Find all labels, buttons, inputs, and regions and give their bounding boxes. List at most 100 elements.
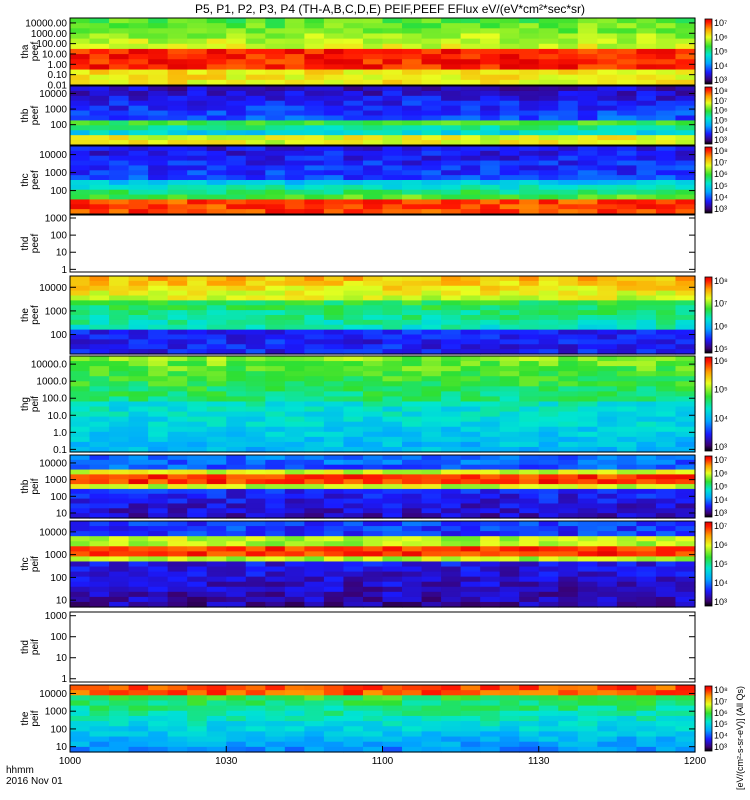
heat-cell	[421, 209, 442, 215]
heat-cell	[460, 376, 481, 382]
heat-cell	[187, 396, 208, 403]
heat-cell	[304, 300, 325, 306]
heat-cell	[636, 33, 657, 40]
heat-cell	[148, 349, 169, 355]
heat-cell	[460, 586, 481, 593]
heat-cell	[323, 86, 345, 92]
heat-cell	[382, 426, 403, 433]
heat-cell	[538, 344, 559, 350]
heat-cell	[323, 741, 345, 748]
x-tick-label: 1200	[684, 756, 707, 767]
heat-cell	[480, 741, 501, 748]
heat-cell	[187, 204, 208, 210]
heat-cell	[167, 329, 188, 336]
heat-cell	[226, 110, 247, 117]
heat-cell	[128, 746, 149, 753]
heat-cell	[636, 339, 657, 345]
heat-cell	[597, 175, 618, 181]
heat-cell	[167, 396, 188, 403]
heat-cell	[206, 146, 227, 152]
heat-cell	[148, 710, 169, 717]
heat-cell	[460, 361, 481, 367]
heat-cell	[206, 421, 227, 428]
heat-cell	[636, 69, 657, 76]
y-tick-label: 0.01	[48, 81, 68, 92]
heat-cell	[675, 710, 696, 717]
heat-cell	[382, 184, 403, 191]
heat-cell	[265, 324, 286, 331]
heat-cell	[441, 184, 462, 191]
heat-cell	[323, 115, 345, 122]
heat-cell	[206, 596, 227, 603]
y-tick-label: 100	[50, 120, 67, 131]
heat-cell	[89, 120, 110, 126]
heat-cell	[480, 339, 501, 345]
heat-cell	[460, 455, 481, 461]
heat-cell	[323, 546, 345, 552]
heat-cell	[70, 498, 91, 505]
heat-cell	[577, 170, 598, 176]
heat-cell	[304, 110, 325, 117]
heat-cell	[284, 184, 305, 191]
heat-cell	[441, 536, 462, 542]
heat-cell	[343, 695, 364, 702]
heat-cell	[421, 170, 442, 176]
heat-cell	[265, 498, 286, 505]
heat-cell	[304, 175, 325, 181]
heat-cell	[675, 344, 696, 350]
heat-cell	[109, 38, 130, 45]
heat-cell	[109, 356, 130, 362]
heat-cell	[245, 105, 266, 112]
heat-cell	[206, 175, 227, 181]
heat-cell	[519, 356, 540, 362]
heat-cell	[89, 521, 110, 527]
heat-cell	[402, 601, 423, 608]
heat-cell	[421, 339, 442, 345]
heat-cell	[343, 146, 364, 152]
heat-cell	[343, 64, 364, 71]
heat-cell	[441, 366, 462, 372]
heat-cell	[343, 28, 364, 35]
heat-cell	[70, 48, 91, 55]
heat-cell	[70, 86, 91, 92]
heat-cell	[655, 115, 677, 122]
heat-cell	[441, 105, 462, 112]
heat-cell	[655, 69, 677, 76]
heat-cell	[577, 498, 598, 505]
heat-cell	[519, 576, 540, 583]
heat-cell	[616, 160, 638, 167]
heat-cell	[362, 469, 384, 475]
heat-cell	[558, 736, 579, 743]
heat-cell	[245, 721, 266, 727]
heat-cell	[636, 105, 657, 112]
heat-cell	[148, 546, 169, 552]
heat-cell	[460, 305, 481, 311]
heat-cell	[577, 300, 598, 306]
heat-cell	[187, 18, 208, 24]
colorbar-tick-label: 10⁶	[714, 321, 728, 331]
heat-cell	[323, 591, 345, 598]
heat-cell	[226, 591, 247, 598]
heat-cell	[148, 488, 169, 495]
heat-cell	[265, 38, 286, 45]
heat-cell	[499, 561, 520, 568]
heat-cell	[187, 64, 208, 71]
heat-cell	[245, 381, 266, 387]
heat-cell	[480, 731, 501, 738]
heat-cell	[148, 581, 169, 588]
heat-cell	[362, 484, 384, 490]
heat-cell	[362, 329, 384, 336]
heat-cell	[480, 571, 501, 578]
heat-cell	[323, 295, 345, 301]
heat-cell	[226, 146, 247, 152]
heat-cell	[206, 344, 227, 350]
heat-cell	[148, 469, 169, 475]
heat-cell	[128, 334, 149, 340]
heat-cell	[480, 290, 501, 297]
heat-cell	[441, 556, 462, 563]
heat-cell	[421, 715, 442, 722]
heat-cell	[636, 726, 657, 732]
heat-cell	[499, 685, 520, 691]
heat-cell	[304, 521, 325, 527]
heat-cell	[323, 596, 345, 603]
